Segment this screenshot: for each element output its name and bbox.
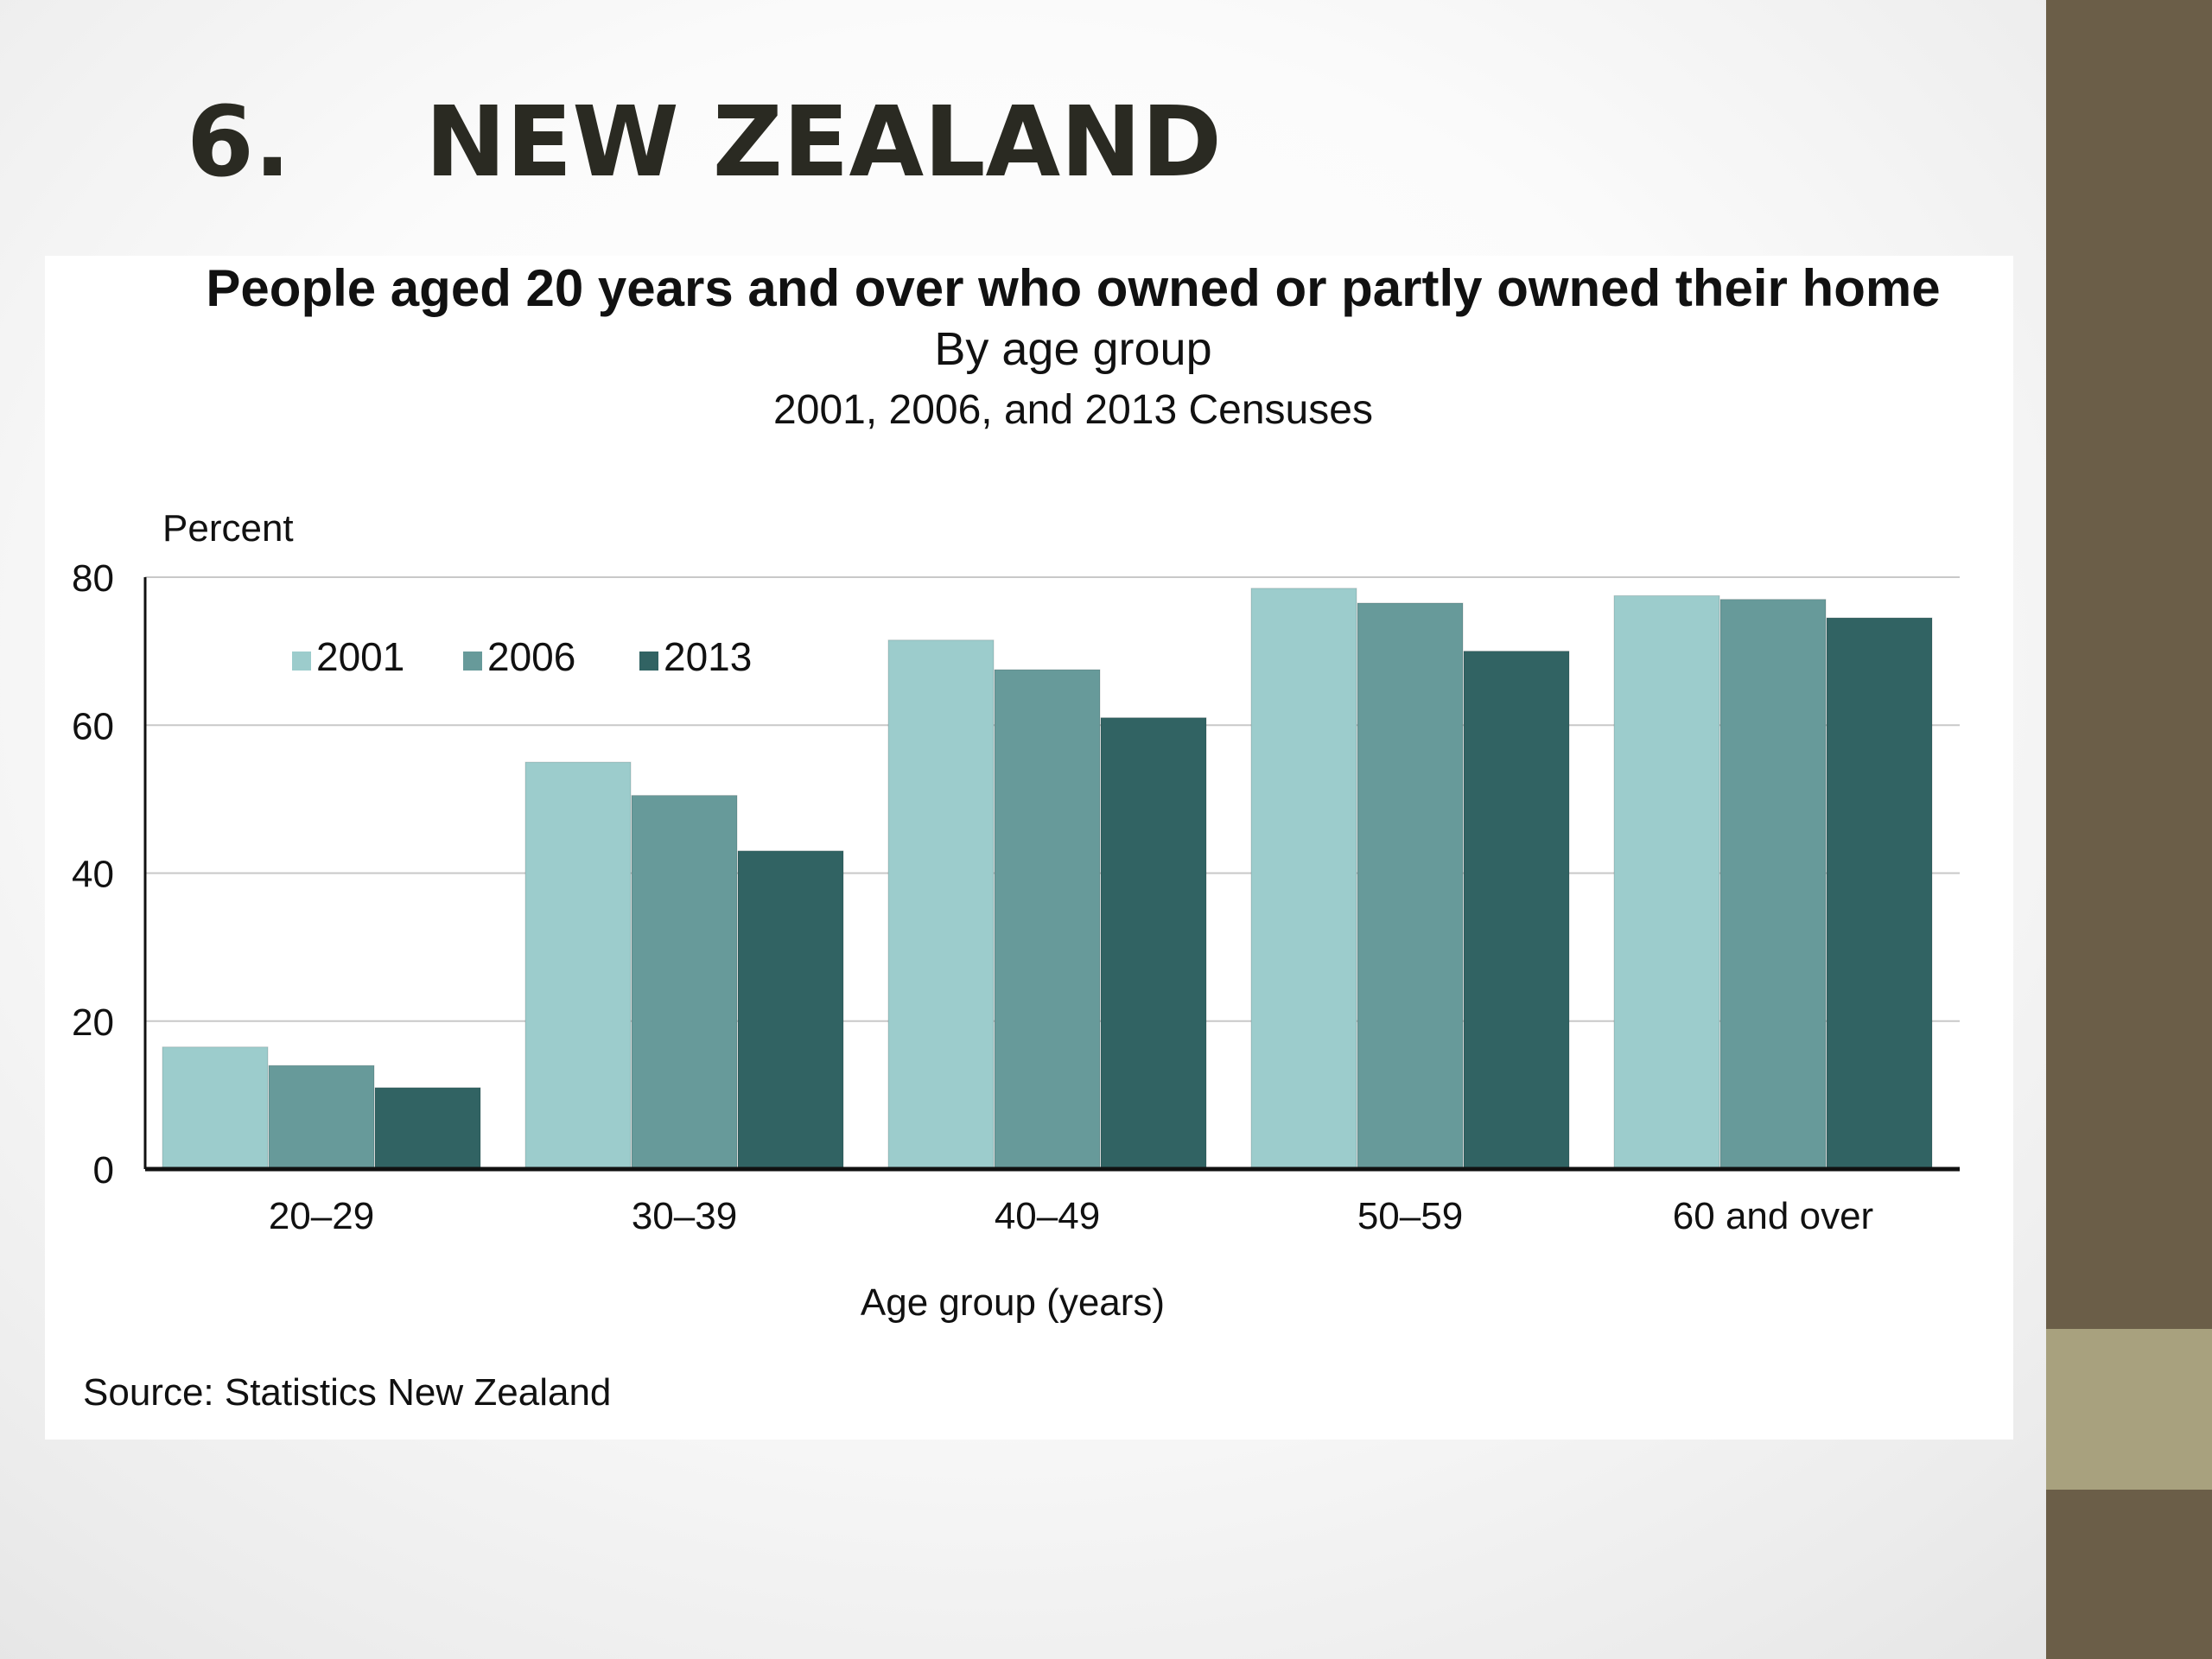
y-tick-label: 60 <box>72 705 114 747</box>
chart-card: People aged 20 years and over who owned … <box>45 256 2013 1440</box>
bar-2006-3 <box>1357 602 1464 1170</box>
slide-number: 6. <box>187 86 291 199</box>
bar-2001-4 <box>1613 594 1720 1170</box>
bars <box>162 588 1933 1170</box>
chart-subtitle: By age group <box>934 323 1211 375</box>
bar-2013-4 <box>1826 617 1933 1170</box>
bar-2006-2 <box>994 669 1101 1170</box>
bar-2006-1 <box>631 795 738 1170</box>
x-tick-label: 30–39 <box>632 1195 737 1237</box>
legend-label-2001: 2001 <box>316 634 404 679</box>
legend-label-2013: 2013 <box>664 634 752 679</box>
legend-label-2006: 2006 <box>487 634 575 679</box>
axes <box>143 577 1960 1172</box>
bar-2006-4 <box>1719 599 1827 1170</box>
y-tick-label: 40 <box>72 854 114 896</box>
chart-subtitle-years: 2001, 2006, and 2013 Censuses <box>773 387 1373 433</box>
y-tick-label: 20 <box>72 1001 114 1044</box>
y-tick-label: 0 <box>93 1149 114 1192</box>
bar-2001-0 <box>162 1046 269 1170</box>
x-tick-labels: 20–29 30–39 40–49 50–59 60 and over <box>269 1195 1873 1237</box>
bar-2001-1 <box>524 761 632 1170</box>
slide-title: 6. NEW ZEALAND <box>187 86 1222 199</box>
legend-swatch-2013 <box>639 652 658 671</box>
bar-2013-1 <box>737 850 844 1170</box>
bar-2013-2 <box>1100 717 1207 1170</box>
bar-2013-3 <box>1463 651 1570 1170</box>
bar-2001-3 <box>1250 588 1357 1170</box>
x-tick-label: 60 and over <box>1673 1195 1873 1237</box>
legend-swatch-2006 <box>463 652 482 671</box>
legend-swatch-2001 <box>292 652 311 671</box>
bar-2006-0 <box>268 1065 375 1170</box>
y-axis-label: Percent <box>162 507 294 550</box>
bar-chart: People aged 20 years and over who owned … <box>72 259 1960 1414</box>
chart-title: People aged 20 years and over who owned … <box>206 259 1940 317</box>
x-tick-label: 20–29 <box>269 1195 374 1237</box>
y-tick-label: 80 <box>72 557 114 600</box>
bar-2001-2 <box>887 639 995 1170</box>
legend: 2001 2006 2013 <box>292 634 752 679</box>
x-tick-label: 50–59 <box>1357 1195 1463 1237</box>
x-axis-label: Age group (years) <box>861 1281 1165 1324</box>
bar-2013-0 <box>374 1087 481 1170</box>
chart-source: Source: Statistics New Zealand <box>83 1371 611 1414</box>
side-band-accent <box>2046 1329 2212 1490</box>
x-tick-label: 40–49 <box>995 1195 1100 1237</box>
y-tick-labels: 0 20 40 60 80 <box>72 557 114 1192</box>
slide-heading: NEW ZEALAND <box>425 86 1222 199</box>
